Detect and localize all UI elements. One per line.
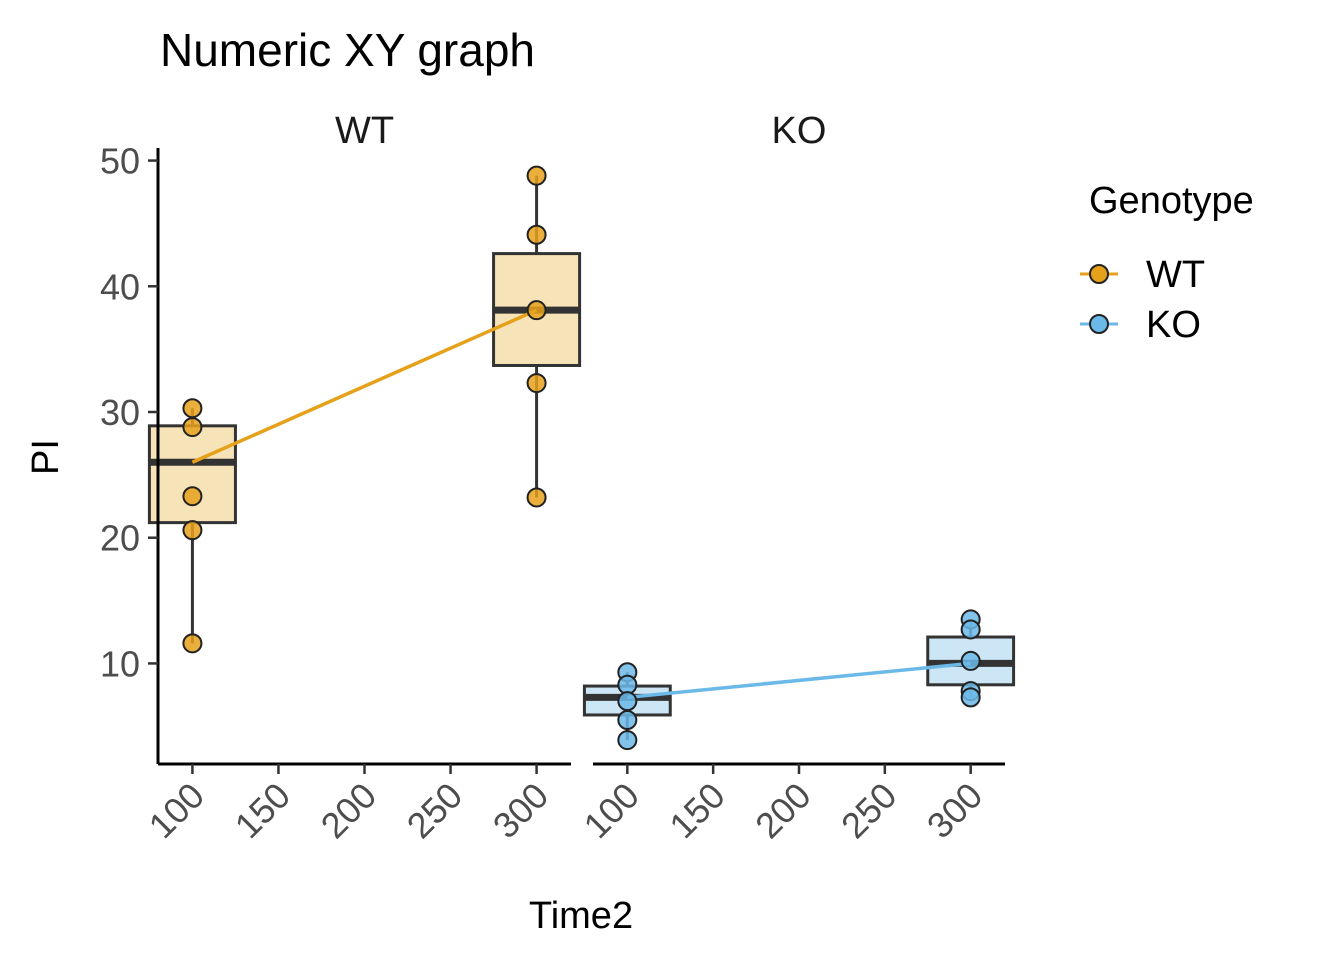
data-point (182, 520, 203, 541)
y-tick-label: 50 (100, 141, 140, 182)
data-point (960, 619, 981, 640)
x-tick-label: 250 (399, 775, 470, 846)
chart-title: Numeric XY graph (160, 24, 535, 76)
x-tick-label: 150 (227, 775, 298, 846)
strip-label: KO (772, 110, 827, 152)
panel-wt: WT 100 150 200 250 300 (141, 110, 582, 846)
data-point (526, 487, 547, 508)
legend-label-wt: WT (1146, 254, 1205, 296)
x-tick-label: 100 (141, 775, 212, 846)
data-point (526, 165, 547, 186)
legend-key-point (1089, 314, 1109, 334)
data-point (526, 300, 547, 321)
data-point (960, 687, 981, 708)
legend: Genotype WT KO (1080, 180, 1254, 346)
x-tick-label: 300 (485, 775, 556, 846)
y-tick-label: 40 (100, 266, 140, 307)
data-point (526, 224, 547, 245)
x-tick-label: 200 (747, 775, 818, 846)
data-point (182, 398, 203, 419)
data-point (617, 691, 638, 712)
data-point (960, 650, 981, 671)
data-point (526, 373, 547, 394)
data-point (182, 633, 203, 654)
data-point (182, 417, 203, 438)
x-axis-title: Time2 (529, 895, 633, 937)
x-tick-label: 100 (576, 775, 647, 846)
data-point (182, 486, 203, 507)
y-axis-title: PI (25, 439, 67, 475)
legend-key-point (1089, 264, 1109, 284)
x-tick-label: 150 (661, 775, 732, 846)
x-tick-label: 250 (833, 775, 904, 846)
legend-label-ko: KO (1146, 304, 1201, 346)
legend-title: Genotype (1089, 180, 1254, 222)
x-tick-label: 300 (919, 775, 990, 846)
data-point (617, 730, 638, 751)
data-point (617, 710, 638, 730)
trend-line (191, 308, 538, 464)
y-tick-label: 20 (100, 518, 140, 559)
panel-ko: KO 100 150 200 250 300 (576, 110, 1016, 846)
x-tick-label: 200 (313, 775, 384, 846)
y-tick-label: 30 (100, 392, 140, 433)
y-axis: 10 20 30 40 50 (100, 141, 160, 764)
box (147, 424, 237, 525)
trend-line (627, 661, 971, 700)
data-point (617, 674, 638, 695)
y-tick-label: 10 (100, 643, 140, 684)
strip-label: WT (335, 110, 394, 152)
